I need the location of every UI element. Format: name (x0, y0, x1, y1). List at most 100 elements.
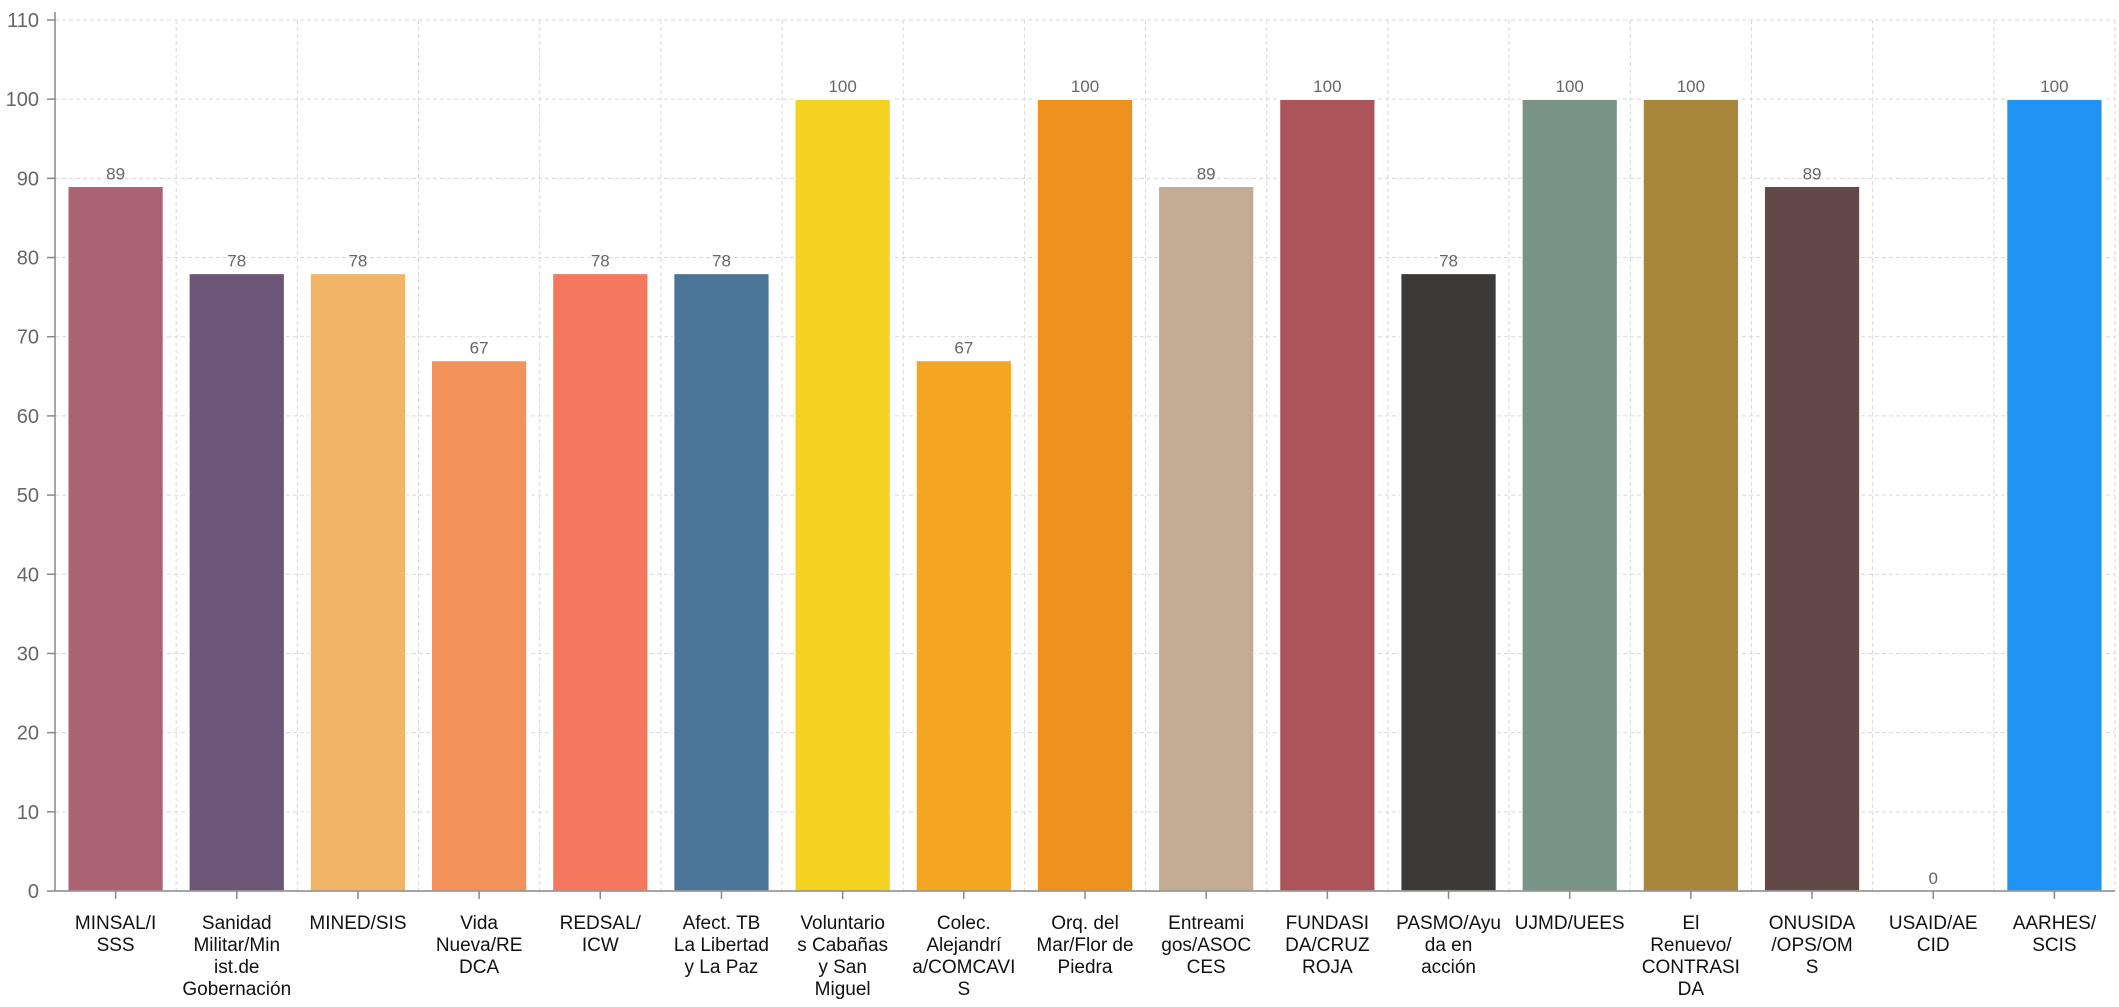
x-tick-label-line: REDSAL/ (560, 913, 642, 934)
x-tick-label-line: Vida (460, 913, 498, 934)
y-tick-label: 30 (17, 643, 39, 665)
y-tick-label: 40 (17, 564, 39, 586)
x-tick-label-line: da en (1425, 935, 1473, 956)
x-tick-label-line: Renuevo/ (1650, 935, 1732, 956)
x-tick-label: Orq. del Mar/Flor de Piedra (1036, 913, 1133, 978)
bar[interactable] (1763, 185, 1861, 892)
x-tick-label-line: a/COMCAVI (912, 957, 1015, 978)
x-tick-label-line: DA (1678, 979, 1705, 1000)
bar[interactable] (1521, 98, 1619, 892)
bar[interactable] (309, 272, 407, 892)
y-tick-label: 110 (7, 10, 39, 32)
y-tick-label: 20 (17, 723, 39, 745)
x-tick-label: FUNDASI DA/CRUZ ROJA (1285, 913, 1370, 978)
bar[interactable] (794, 98, 892, 892)
data-label: 78 (348, 251, 367, 270)
x-tick-label-line: y San (818, 957, 867, 978)
x-tick-label-line: FUNDASI (1286, 913, 1369, 934)
bar[interactable] (1036, 98, 1134, 892)
x-tick-label-line: Alejandrí (926, 935, 1002, 956)
data-label: 100 (1556, 77, 1584, 96)
bar[interactable] (1642, 98, 1740, 892)
data-label: 100 (1071, 77, 1099, 96)
x-tick-label-line: s Cabañas (797, 935, 888, 956)
x-tick-label: Colec. Alejandrí a/COMCAVI S (912, 913, 1015, 1000)
x-tick-label-line: Miguel (815, 979, 871, 1000)
x-tick-label-line: acción (1421, 957, 1476, 978)
x-tick-label-line: AARHES/ (2013, 913, 2097, 934)
y-tick-label: 70 (17, 327, 39, 349)
data-label: 100 (1677, 77, 1705, 96)
x-tick-label-line: Sanidad (202, 913, 272, 934)
y-tick-label: 50 (17, 485, 39, 507)
bar[interactable] (430, 359, 528, 892)
bar[interactable] (66, 185, 165, 892)
bar[interactable] (915, 359, 1013, 892)
x-tick-label-line: Entreami (1168, 913, 1244, 934)
x-tick-label-line: Gobernación (182, 979, 291, 1000)
x-tick-label: PASMO/Ayu da en acción (1396, 913, 1501, 978)
x-tick-label: UJMD/UEES (1515, 913, 1625, 934)
x-tick-label-line: y La Paz (685, 957, 759, 978)
bar[interactable] (672, 272, 771, 892)
bar[interactable] (188, 272, 286, 892)
x-tick-label: Sanidad Militar/Min ist.de Gobernación (182, 913, 291, 1000)
data-label: 100 (828, 77, 856, 96)
bar[interactable] (1278, 98, 1376, 892)
x-tick-label-line: CID (1917, 935, 1950, 956)
x-tick-label-line: ONUSIDA (1769, 913, 1856, 934)
x-tick-label: USAID/AE CID (1889, 913, 1978, 956)
x-tick-label: Entreami gos/ASOC CES (1161, 913, 1251, 978)
bar-layer (66, 98, 2104, 892)
x-tick-label-line: ROJA (1302, 957, 1353, 978)
x-tick-label-line: UJMD/UEES (1515, 913, 1625, 934)
data-label: 78 (1439, 251, 1458, 270)
x-tick-label: MINSAL/I SSS (75, 913, 156, 956)
x-tick-label-line: Afect. TB (683, 913, 761, 934)
x-tick-label: REDSAL/ICW (560, 913, 642, 956)
y-tick-label: 0 (28, 881, 39, 903)
data-label: 100 (1313, 77, 1341, 96)
x-tick-label-line: El (1682, 913, 1699, 934)
x-tick-label-line: SSS (97, 935, 135, 956)
x-tick-label: Afect. TB La Libertad y La Paz (674, 913, 769, 978)
x-tick-label-line: Piedra (1058, 957, 1113, 978)
data-label: 89 (1803, 164, 1822, 183)
x-tick-label-line: DCA (459, 957, 499, 978)
x-tick-label-line: S (957, 979, 970, 1000)
data-label: 89 (106, 164, 125, 183)
x-tick-label-line: ist.de (214, 957, 259, 978)
x-tick-label-line: CES (1187, 957, 1226, 978)
bar[interactable] (551, 272, 649, 892)
x-tick-label: ONUSIDA/OPS/OM S (1769, 913, 1856, 978)
y-tick-label: 10 (17, 802, 39, 824)
x-tick-label-line: CONTRASI (1642, 957, 1740, 978)
data-label: 0 (1929, 869, 1938, 888)
x-tick-label-line: Mar/Flor de (1036, 935, 1133, 956)
y-tick-label: 90 (17, 168, 39, 190)
y-tick-label: 100 (6, 89, 39, 111)
data-label: 78 (591, 251, 610, 270)
x-tick-label: AARHES/SCIS (2013, 913, 2097, 956)
x-tick-label-line: Colec. (937, 913, 991, 934)
data-label: 100 (2040, 77, 2068, 96)
y-tick-label: 60 (17, 406, 39, 428)
x-tick-label-line: MINED/SIS (309, 913, 406, 934)
label-layer: 0 10 20 30 40 50 60 70 80 90 100 110 89 MINSAL/I SSS 78… (6, 10, 2097, 1000)
data-label: 89 (1197, 164, 1216, 183)
bar[interactable] (1157, 185, 1255, 892)
x-tick-label-line: Militar/Min (193, 935, 280, 956)
x-tick-label-line: PASMO/Ayu (1396, 913, 1501, 934)
x-tick-label-line: S (1806, 957, 1819, 978)
x-tick-label-line: SCIS (2032, 935, 2076, 956)
x-tick-label-line: Orq. del (1051, 913, 1119, 934)
data-label: 67 (954, 338, 973, 357)
data-label: 67 (470, 338, 489, 357)
x-tick-label-line: ICW (582, 935, 619, 956)
bar[interactable] (2005, 98, 2104, 892)
bar[interactable] (1399, 272, 1498, 892)
axis-layer (47, 12, 2115, 899)
x-tick-label: El Renuevo/CONTRASI DA (1642, 913, 1740, 1000)
x-tick-label-line: La Libertad (674, 935, 769, 956)
